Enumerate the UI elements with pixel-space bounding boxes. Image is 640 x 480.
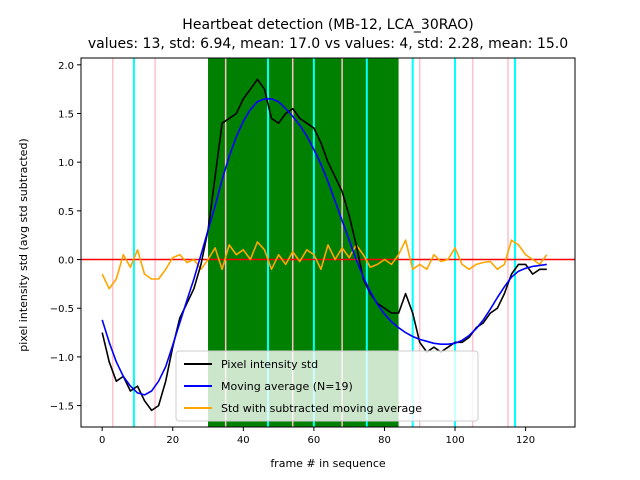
x-tick-label: 100	[445, 435, 464, 446]
y-tick-label: −0.5	[50, 304, 74, 315]
series-line-1	[101, 98, 547, 396]
legend-label-0: Pixel intensity std	[221, 358, 318, 371]
y-axis-ticks: −1.5 −1.0 −0.5 0.0 0.5 1.0 1.5 2.0	[50, 61, 81, 413]
y-tick-label: 0.5	[58, 207, 74, 218]
y-tick-label: 2.0	[58, 61, 74, 72]
y-tick-label: −1.0	[50, 353, 74, 364]
legend-label-2: Std with subtracted moving average	[221, 402, 422, 415]
plot-border	[80, 57, 576, 428]
x-tick-label: 40	[237, 435, 250, 446]
y-axis-label: pixel intensity std (avg std subtracted)	[17, 138, 30, 351]
x-tick-label: 20	[166, 435, 179, 446]
series-layer	[101, 78, 548, 412]
chart-title: Heartbeat detection (MB-12, LCA_30RAO)	[182, 17, 473, 33]
x-axis-ticks: 0 20 40 60 80 100 120	[99, 427, 535, 446]
y-tick-label: 0.0	[58, 256, 74, 267]
legend-label-1: Moving average (N=19)	[221, 380, 353, 393]
legend: Pixel intensity std Moving average (N=19)…	[175, 350, 479, 422]
x-tick-label: 120	[516, 435, 535, 446]
y-tick-label: 1.0	[58, 158, 74, 169]
plot-frame	[80, 57, 576, 428]
legend-box	[175, 350, 479, 422]
chart-subtitle: values: 13, std: 6.94, mean: 17.0 vs val…	[88, 36, 568, 52]
x-tick-label: 80	[378, 435, 391, 446]
x-axis-label: frame # in sequence	[270, 457, 386, 470]
y-tick-label: 1.5	[58, 109, 74, 120]
x-tick-label: 60	[308, 435, 321, 446]
x-tick-label: 0	[99, 435, 105, 446]
y-tick-label: −1.5	[50, 402, 74, 413]
series-line-2	[101, 239, 548, 290]
